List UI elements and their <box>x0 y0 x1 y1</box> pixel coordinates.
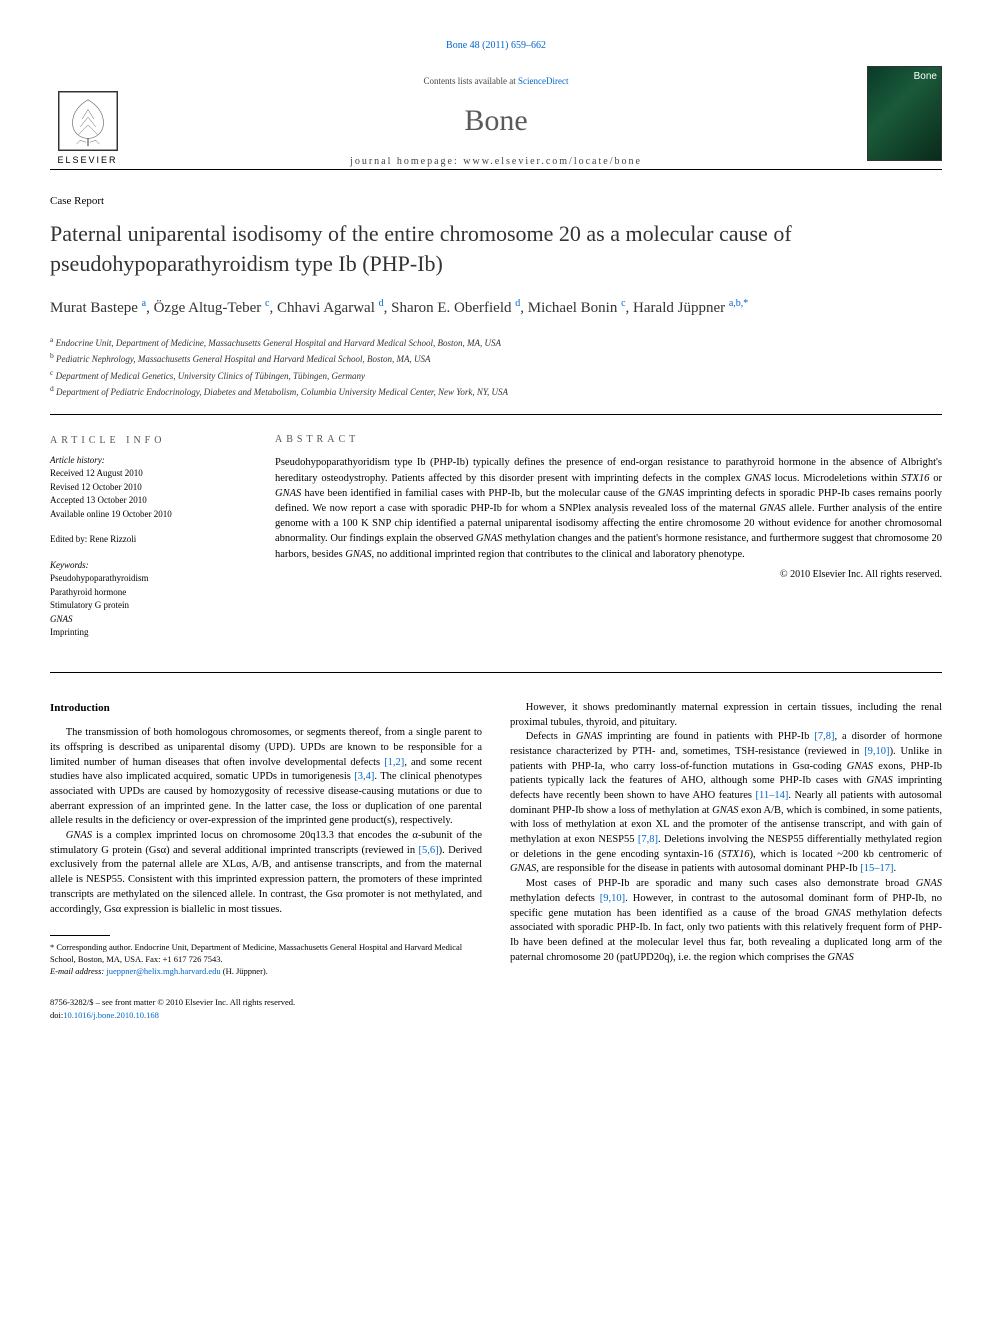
affiliation: d Department of Pediatric Endocrinology,… <box>50 383 942 400</box>
history-line: Received 12 August 2010 <box>50 467 230 481</box>
affiliations: a Endocrine Unit, Department of Medicine… <box>50 334 942 415</box>
keyword: Stimulatory G protein <box>50 599 230 613</box>
footer: 8756-3282/$ – see front matter © 2010 El… <box>50 996 482 1022</box>
body-col-left: Introduction The transmission of both ho… <box>50 701 482 1022</box>
doi-link[interactable]: 10.1016/j.bone.2010.10.168 <box>63 1010 159 1020</box>
article-info-heading: ARTICLE INFO <box>50 433 230 448</box>
history-line: Available online 19 October 2010 <box>50 508 230 522</box>
elsevier-logo: ELSEVIER <box>50 66 125 169</box>
masthead: ELSEVIER Contents lists available at Sci… <box>50 66 942 170</box>
keyword: Pseudohypoparathyroidism <box>50 572 230 586</box>
keywords-block: Keywords: PseudohypoparathyroidismParath… <box>50 559 230 640</box>
body-columns: Introduction The transmission of both ho… <box>50 701 942 1022</box>
masthead-center: Contents lists available at ScienceDirec… <box>125 66 867 169</box>
abstract-body: Pseudohypoparathyoridism type Ib (PHP-Ib… <box>275 455 942 562</box>
affiliation: b Pediatric Nephrology, Massachusetts Ge… <box>50 350 942 367</box>
ref-link[interactable]: [15–17] <box>860 863 893 874</box>
email-suffix: (H. Jüppner). <box>221 966 268 976</box>
keyword: Parathyroid hormone <box>50 586 230 600</box>
info-abstract-row: ARTICLE INFO Article history: Received 1… <box>50 415 942 673</box>
citation-link[interactable]: Bone 48 (2011) 659–662 <box>446 40 546 51</box>
journal-title: Bone <box>145 104 847 138</box>
elsevier-tree-icon <box>58 91 118 151</box>
abstract-heading: ABSTRACT <box>275 433 942 448</box>
contents-line: Contents lists available at ScienceDirec… <box>145 76 847 86</box>
front-matter: 8756-3282/$ – see front matter © 2010 El… <box>50 996 482 1009</box>
col2-p2: Most cases of PHP-Ib are sporadic and ma… <box>510 877 942 965</box>
body-col-right: However, it shows predominantly maternal… <box>510 701 942 1022</box>
section-heading-intro: Introduction <box>50 701 482 716</box>
author-list: Murat Bastepe a, Özge Altug-Teber c, Chh… <box>50 296 942 320</box>
intro-p2: GNAS is a complex imprinted locus on chr… <box>50 829 482 917</box>
contents-prefix: Contents lists available at <box>424 76 518 86</box>
journal-cover: Bone <box>867 66 942 161</box>
history-block: Article history: Received 12 August 2010… <box>50 454 230 522</box>
history-line: Accepted 13 October 2010 <box>50 494 230 508</box>
article-type: Case Report <box>50 195 942 207</box>
abstract-copyright: © 2010 Elsevier Inc. All rights reserved… <box>275 568 942 583</box>
ref-link[interactable]: [11–14] <box>755 790 788 801</box>
ref-link[interactable]: [9,10] <box>864 746 889 757</box>
col2-p0: However, it shows predominantly maternal… <box>510 701 942 730</box>
ref-link[interactable]: [9,10] <box>600 893 625 904</box>
affiliation: a Endocrine Unit, Department of Medicine… <box>50 334 942 351</box>
history-line: Revised 12 October 2010 <box>50 481 230 495</box>
intro-p1: The transmission of both homologous chro… <box>50 726 482 829</box>
history-label: Article history: <box>50 454 230 468</box>
keyword: Imprinting <box>50 626 230 640</box>
keywords-label: Keywords: <box>50 559 230 573</box>
edited-by: Edited by: Rene Rizzoli <box>50 533 230 547</box>
ref-link[interactable]: [5,6] <box>419 845 439 856</box>
ref-link[interactable]: [1,2] <box>384 757 404 768</box>
email-link[interactable]: jueppner@helix.mgh.harvard.edu <box>106 966 220 976</box>
article-info: ARTICLE INFO Article history: Received 1… <box>50 433 250 652</box>
keyword: GNAS <box>50 613 230 627</box>
affiliation: c Department of Medical Genetics, Univer… <box>50 367 942 384</box>
journal-homepage: journal homepage: www.elsevier.com/locat… <box>145 156 847 167</box>
article-title: Paternal uniparental isodisomy of the en… <box>50 219 942 278</box>
elsevier-label: ELSEVIER <box>57 155 117 165</box>
ref-link[interactable]: [7,8] <box>638 834 658 845</box>
footnote-separator <box>50 935 110 936</box>
email-note: E-mail address: jueppner@helix.mgh.harva… <box>50 966 482 978</box>
ref-link[interactable]: [3,4] <box>354 771 374 782</box>
ref-link[interactable]: [7,8] <box>814 731 834 742</box>
doi: doi:10.1016/j.bone.2010.10.168 <box>50 1009 482 1022</box>
email-label: E-mail address: <box>50 966 106 976</box>
sciencedirect-link[interactable]: ScienceDirect <box>518 76 568 86</box>
abstract: ABSTRACT Pseudohypoparathyoridism type I… <box>250 433 942 652</box>
corresponding-author-note: * Corresponding author. Endocrine Unit, … <box>50 942 482 966</box>
citation-header: Bone 48 (2011) 659–662 <box>50 40 942 51</box>
journal-cover-label: Bone <box>914 71 937 82</box>
col2-p1: Defects in GNAS imprinting are found in … <box>510 730 942 877</box>
